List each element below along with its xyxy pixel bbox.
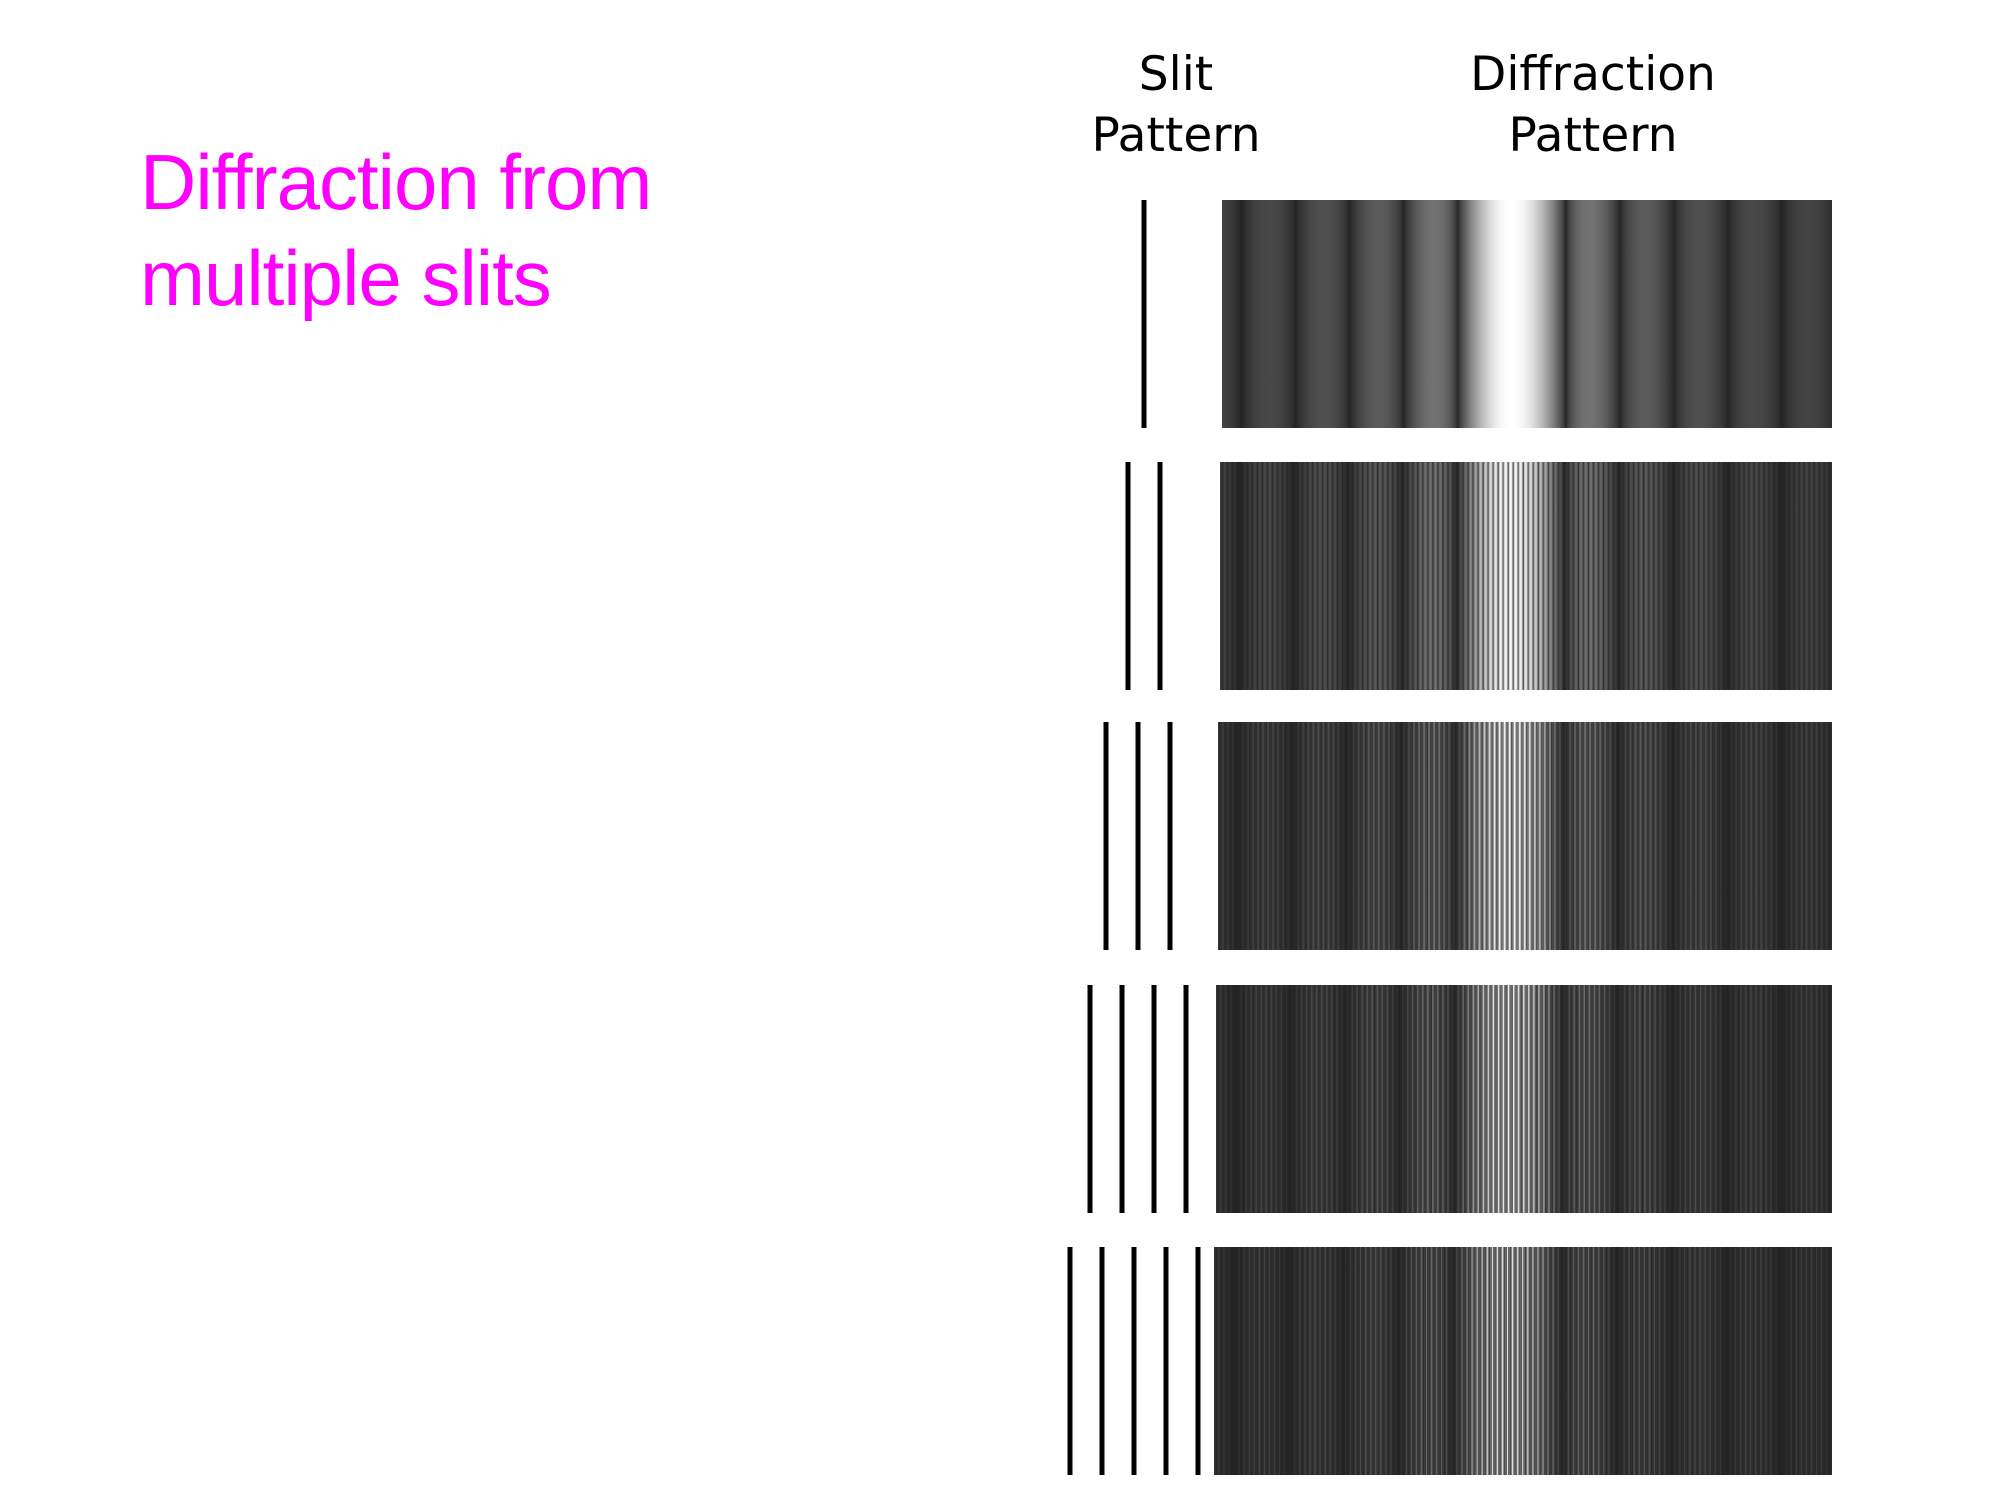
slit-bar	[1167, 722, 1173, 950]
diffraction-panel	[1222, 200, 1832, 428]
slide-title: Diffraction from multiple slits	[140, 134, 840, 326]
slit-label-line-1: Slit	[1138, 47, 1214, 102]
diffraction-panel	[1216, 985, 1832, 1213]
slit-bar	[1195, 1247, 1201, 1475]
slit-bar	[1119, 985, 1125, 1213]
slit-bar	[1157, 462, 1163, 690]
diffraction-panel	[1214, 1247, 1832, 1475]
slit-bar	[1067, 1247, 1073, 1475]
slit-bar	[1163, 1247, 1169, 1475]
diffraction-panel	[1218, 722, 1832, 950]
title-line-1: Diffraction from	[140, 138, 652, 226]
diffraction-panel	[1220, 462, 1832, 690]
slit-bar	[1141, 200, 1147, 428]
slit-bar	[1099, 1247, 1105, 1475]
slit-bar	[1125, 462, 1131, 690]
diffraction-label-line-1: Diffraction	[1470, 47, 1716, 102]
slit-bar	[1131, 1247, 1137, 1475]
diffraction-pattern-label: Diffraction Pattern	[1448, 44, 1738, 166]
diffraction-label-line-2: Pattern	[1508, 108, 1678, 163]
slit-bar	[1151, 985, 1157, 1213]
slit-bar	[1183, 985, 1189, 1213]
slit-bar	[1135, 722, 1141, 950]
slit-label-line-2: Pattern	[1091, 108, 1261, 163]
slit-bar	[1087, 985, 1093, 1213]
title-line-2: multiple slits	[140, 234, 552, 322]
slit-pattern-label: Slit Pattern	[1076, 44, 1276, 166]
slit-bar	[1103, 722, 1109, 950]
